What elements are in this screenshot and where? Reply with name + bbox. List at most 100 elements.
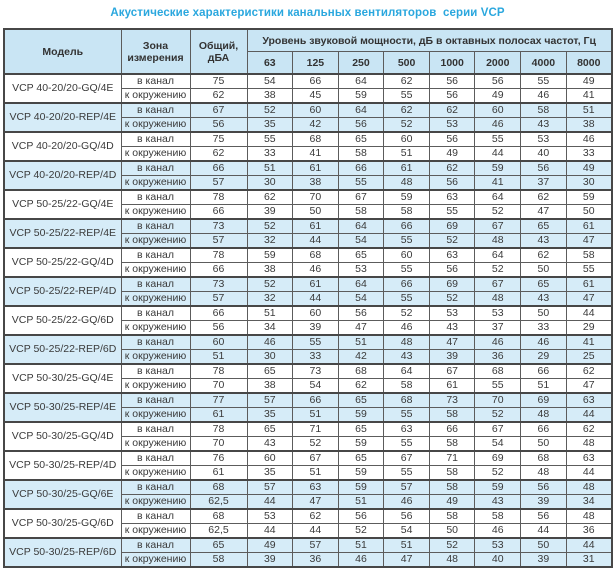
value-cell: 68 (520, 450, 567, 466)
value-cell: 46 (565, 131, 613, 147)
value-cell: 48 (565, 436, 613, 452)
zone-cell: в канал (120, 218, 191, 234)
zone-cell: в канал (120, 131, 191, 147)
value-cell: 53 (474, 305, 522, 321)
value-cell: 60 (292, 305, 339, 321)
total-cell: 76 (189, 450, 248, 466)
value-cell: 62 (428, 160, 476, 176)
zone-cell: к окружению (120, 465, 191, 481)
value-cell: 60 (292, 102, 339, 118)
value-cell: 56 (520, 160, 567, 176)
page-title: Акустические характеристики канальных ве… (110, 7, 505, 19)
value-cell: 58 (428, 479, 476, 495)
value-cell: 58 (428, 436, 476, 452)
value-cell: 47 (292, 494, 339, 510)
model-cell: VCP 50-25/22-REP/4D (3, 276, 122, 307)
value-cell: 46 (474, 117, 522, 133)
zone-cell: к окружению (120, 349, 191, 365)
table-header: Модель Зона измерения Общий, дБА Уровень… (3, 28, 613, 75)
value-cell: 46 (474, 334, 522, 350)
value-cell: 61 (292, 218, 339, 234)
value-cell: 69 (520, 392, 567, 408)
value-cell: 30 (565, 175, 613, 191)
zone-cell: к окружению (120, 88, 191, 104)
value-cell: 55 (292, 334, 339, 350)
value-cell: 58 (428, 508, 476, 524)
model-cell: VCP 40-20/20-GQ/4E (3, 73, 122, 104)
value-cell: 54 (337, 291, 385, 307)
value-cell: 59 (246, 247, 294, 263)
table-row-duct: VCP 50-25/22-REP/4D в канал 73 52 61 64 66 69 67… (3, 276, 613, 307)
zone-cell: в канал (120, 508, 191, 524)
model-cell: VCP 50-25/22-GQ/4E (3, 189, 122, 220)
value-cell: 63 (428, 247, 476, 263)
table-row-duct: VCP 50-25/22-REP/6D в канал 60 46 55 51 48 47 46… (3, 334, 613, 365)
value-cell: 64 (337, 73, 385, 89)
table-row-duct: VCP 50-30/25-GQ/6E в канал 68 57 63 59 57 58 59 5… (3, 479, 613, 510)
value-cell: 39 (428, 349, 476, 365)
value-cell: 62 (428, 102, 476, 118)
value-cell: 68 (292, 131, 339, 147)
table-row-duct: VCP 50-30/25-REP/4E в канал 77 57 66 65 68 73 70… (3, 392, 613, 423)
value-cell: 54 (337, 233, 385, 249)
value-cell: 59 (337, 407, 385, 423)
table-row-ambient: к окружению 62 33 41 58 51 49 44 40 33 (4, 146, 613, 162)
value-cell: 65 (246, 421, 294, 437)
value-cell: 61 (292, 276, 339, 292)
value-cell: 38 (292, 175, 339, 191)
value-cell: 34 (565, 494, 613, 510)
value-cell: 68 (474, 363, 522, 379)
value-cell: 69 (428, 276, 476, 292)
value-cell: 66 (292, 73, 339, 89)
value-cell: 56 (428, 262, 476, 278)
table-row-duct: VCP 50-25/22-REP/4E в канал 73 52 61 64 66 69 67… (3, 218, 613, 249)
value-cell: 32 (246, 233, 294, 249)
value-cell: 47 (520, 204, 567, 220)
table-row-duct: VCP 50-30/25-GQ/4E в канал 78 65 73 68 64 67 68 6… (3, 363, 613, 394)
value-cell: 64 (383, 363, 430, 379)
value-cell: 67 (292, 450, 339, 466)
value-cell: 52 (428, 233, 476, 249)
total-cell: 73 (189, 218, 248, 234)
value-cell: 65 (246, 363, 294, 379)
col-header-freq-2000: 2000 (474, 51, 522, 75)
value-cell: 25 (565, 349, 613, 365)
value-cell: 65 (337, 392, 385, 408)
total-cell: 77 (189, 392, 248, 408)
value-cell: 54 (246, 73, 294, 89)
zone-cell: к окружению (120, 436, 191, 452)
value-cell: 61 (428, 378, 476, 394)
value-cell: 47 (337, 320, 385, 336)
total-cell: 75 (189, 131, 248, 147)
table-row-duct: VCP 50-25/22-GQ/4D в канал 78 59 68 65 60 63 64 6… (3, 247, 613, 278)
value-cell: 60 (246, 450, 294, 466)
value-cell: 67 (474, 218, 522, 234)
col-header-zone: Зона измерения (120, 28, 191, 75)
value-cell: 53 (428, 305, 476, 321)
value-cell: 61 (383, 160, 430, 176)
value-cell: 52 (383, 305, 430, 321)
value-cell: 46 (520, 334, 567, 350)
value-cell: 35 (246, 465, 294, 481)
value-cell: 44 (565, 537, 613, 553)
zone-cell: к окружению (120, 523, 191, 539)
value-cell: 46 (383, 320, 430, 336)
value-cell: 65 (337, 247, 385, 263)
value-cell: 52 (246, 102, 294, 118)
value-cell: 53 (474, 537, 522, 553)
value-cell: 33 (292, 349, 339, 365)
value-cell: 68 (337, 363, 385, 379)
zone-cell: к окружению (120, 291, 191, 307)
value-cell: 55 (383, 88, 430, 104)
col-header-freq-250: 250 (337, 51, 385, 75)
value-cell: 55 (474, 131, 522, 147)
value-cell: 50 (520, 262, 567, 278)
zone-cell: к окружению (120, 378, 191, 394)
value-cell: 52 (474, 465, 522, 481)
value-cell: 46 (292, 262, 339, 278)
zone-cell: к окружению (120, 146, 191, 162)
value-cell: 57 (246, 479, 294, 495)
value-cell: 66 (520, 421, 567, 437)
value-cell: 52 (474, 407, 522, 423)
value-cell: 64 (474, 189, 522, 205)
